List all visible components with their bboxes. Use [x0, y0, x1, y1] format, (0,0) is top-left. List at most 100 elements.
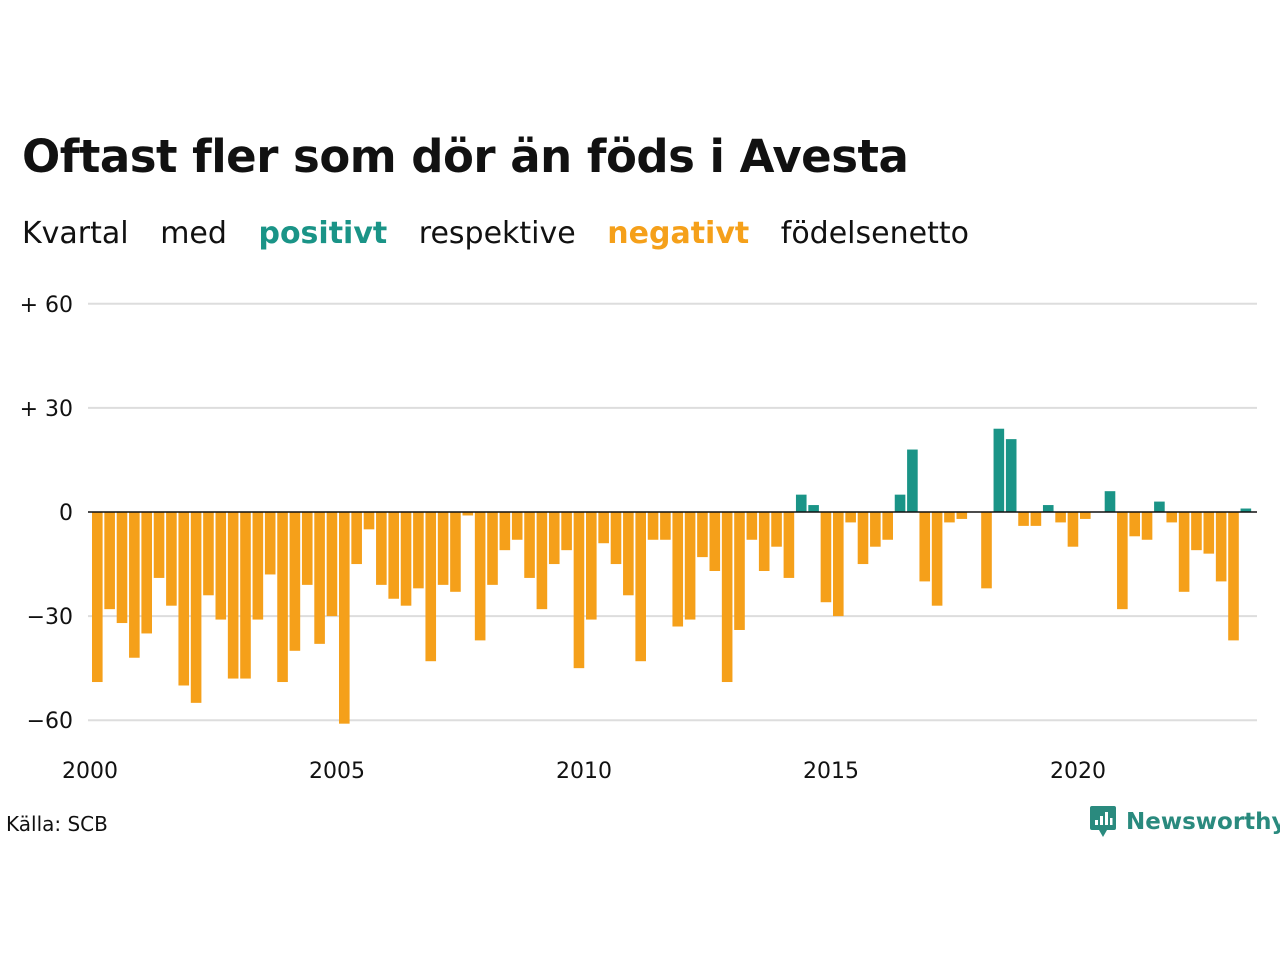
y-tick-label: −30: [27, 605, 73, 630]
bar-negative: [944, 512, 955, 523]
chart-subtitle: Kvartal med positivt respektive negativt…: [22, 216, 991, 251]
bar-negative: [289, 512, 301, 651]
bar-negative: [129, 512, 140, 658]
bar-negative: [462, 512, 474, 516]
bar-negative: [783, 512, 795, 578]
bar-negative: [956, 512, 968, 519]
bar-negative: [116, 512, 128, 624]
y-tick-label: + 30: [20, 397, 73, 422]
bar-negative: [1178, 512, 1190, 592]
bar-negative: [709, 512, 721, 571]
bar-positive: [1104, 491, 1116, 512]
bar-negative: [931, 512, 943, 606]
bar-positive: [1005, 439, 1017, 512]
bar-negative: [660, 512, 671, 540]
y-tick-label: 0: [59, 501, 73, 526]
bar-negative: [314, 512, 325, 644]
bar-negative: [499, 512, 511, 551]
bar-negative: [190, 512, 202, 703]
x-tick-label: 2010: [556, 759, 612, 780]
brand-name: Newsworthy: [1126, 809, 1280, 835]
bar-negative: [647, 512, 659, 540]
bar-negative: [351, 512, 362, 565]
bar-positive: [1042, 505, 1054, 512]
bar-negative: [153, 512, 165, 578]
bar-negative: [450, 512, 461, 592]
x-tick-label: 2015: [803, 759, 859, 780]
bar-negative: [536, 512, 548, 610]
bar-negative: [598, 512, 609, 544]
bar-negative: [92, 512, 103, 683]
bar-negative: [870, 512, 881, 547]
bar-negative: [141, 512, 152, 634]
subtitle-negative-label: negativt: [607, 216, 750, 251]
bar-positive: [1154, 501, 1165, 512]
bar-negative: [672, 512, 684, 627]
bar-negative: [734, 512, 745, 630]
brand-logo: Newsworthy: [1088, 804, 1280, 840]
bar-negative: [1030, 512, 1042, 526]
bar-negative: [203, 512, 214, 596]
bar-negative: [1018, 512, 1029, 526]
bar-negative: [697, 512, 708, 558]
bar-negative: [1166, 512, 1178, 523]
bar-negative: [376, 512, 387, 585]
bar-negative: [1228, 512, 1239, 641]
x-tick-label: 2020: [1050, 759, 1106, 780]
bars: [92, 428, 1252, 724]
bar-negative: [252, 512, 264, 620]
bar-negative: [758, 512, 770, 571]
bar-negative: [1215, 512, 1227, 582]
bar-negative: [474, 512, 486, 641]
bar-negative: [1203, 512, 1215, 554]
bar-negative: [400, 512, 412, 606]
bar-negative: [857, 512, 869, 565]
x-axis-labels: 2000 2005 2010 2015 2020: [62, 759, 1106, 780]
bar-negative: [548, 512, 560, 565]
bar-negative: [820, 512, 832, 603]
bar-negative: [882, 512, 893, 540]
bar-negative: [771, 512, 782, 547]
bar-negative: [326, 512, 338, 617]
bar-positive: [795, 494, 807, 512]
bar-negative: [487, 512, 498, 585]
bar-negative: [104, 512, 115, 610]
chart-title: Oftast fler som dör än föds i Avesta: [22, 130, 909, 183]
bar-negative: [573, 512, 585, 669]
bar-negative: [511, 512, 523, 540]
bar-negative: [610, 512, 622, 565]
bar-positive: [1240, 508, 1252, 512]
y-tick-label: −60: [27, 709, 73, 734]
bar-negative: [981, 512, 992, 589]
bar-negative: [437, 512, 449, 585]
bar-negative: [215, 512, 227, 620]
bar-chart: + 60 + 30 0 −30 −60 2000 2005 2010 2015 2020: [20, 293, 1257, 780]
bar-negative: [586, 512, 597, 620]
x-tick-label: 2000: [62, 759, 118, 780]
bar-negative: [635, 512, 646, 662]
bar-negative: [919, 512, 931, 582]
bar-negative: [833, 512, 844, 617]
subtitle-word-quarter: Kvartal: [22, 216, 129, 251]
bar-negative: [301, 512, 313, 585]
bar-negative: [425, 512, 437, 662]
bar-negative: [264, 512, 276, 575]
newsworthy-logo-icon: [1090, 806, 1116, 837]
bar-negative: [684, 512, 696, 620]
subtitle-word-with: med: [160, 216, 227, 251]
x-tick-label: 2005: [309, 759, 365, 780]
bar-negative: [178, 512, 190, 686]
bar-negative: [1129, 512, 1140, 537]
bar-negative: [721, 512, 733, 683]
y-axis-labels: + 60 + 30 0 −30 −60: [20, 293, 73, 734]
bar-negative: [166, 512, 177, 606]
y-tick-label: + 60: [20, 293, 73, 318]
bar-negative: [413, 512, 424, 589]
bar-negative: [746, 512, 758, 540]
bar-negative: [1117, 512, 1128, 610]
bar-negative: [363, 512, 375, 530]
bar-negative: [1141, 512, 1153, 540]
bar-negative: [1191, 512, 1202, 551]
subtitle-word-respectively: respektive: [418, 216, 576, 251]
bar-negative: [388, 512, 399, 599]
